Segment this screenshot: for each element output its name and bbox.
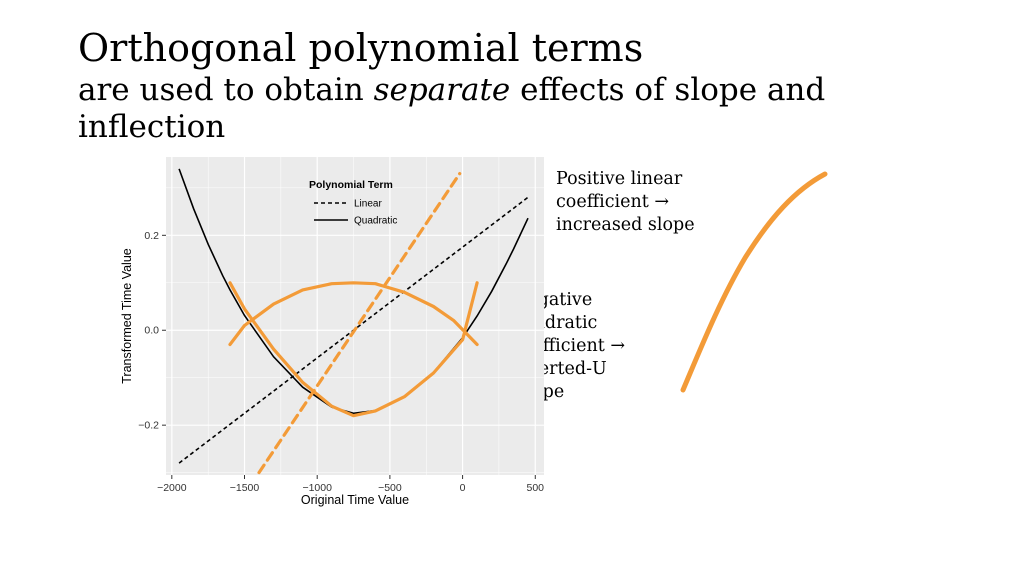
legend: Polynomial Term Linear Quadratic bbox=[309, 179, 397, 227]
legend-label-linear: Linear bbox=[354, 199, 382, 210]
concave-curve-sketch bbox=[680, 171, 828, 393]
slide-title: Orthogonal polynomial terms bbox=[78, 26, 644, 70]
x-tick-label: 0 bbox=[460, 482, 466, 494]
series-layer bbox=[178, 168, 529, 475]
overlay-line-1 bbox=[257, 172, 462, 475]
overlay-line-2 bbox=[228, 281, 479, 418]
series-quadratic-line bbox=[178, 168, 529, 415]
overlay-line-3 bbox=[228, 281, 479, 347]
subtitle-text-end: effects of slope and inflection bbox=[78, 72, 826, 145]
plot-panel bbox=[166, 157, 544, 475]
y-tick-label: 0.2 bbox=[144, 230, 159, 242]
x-tick-label: −1500 bbox=[230, 482, 260, 494]
subtitle-text-start: are used to obtain bbox=[78, 72, 374, 108]
legend-title: Polynomial Term bbox=[309, 179, 393, 191]
x-tick-label: −500 bbox=[378, 482, 402, 494]
y-tick-label: 0.0 bbox=[144, 325, 159, 337]
x-tick-label: −2000 bbox=[157, 482, 187, 494]
legend-label-quadratic: Quadratic bbox=[354, 216, 397, 227]
y-tick-label: −0.2 bbox=[138, 420, 159, 432]
positive-linear-note: Positive linear coefficient → increased … bbox=[556, 169, 695, 235]
y-axis-label: Transformed Time Value bbox=[120, 248, 134, 384]
subtitle-emphasis: separate bbox=[373, 72, 511, 108]
axes: −2000 −1500 −1000 −500 0 500 −0.2 0.0 0.2 Origina… bbox=[120, 230, 544, 507]
x-tick-label: 500 bbox=[527, 482, 545, 494]
x-axis-label: Original Time Value bbox=[301, 493, 409, 507]
slide-subtitle: are used to obtain separate effects of s… bbox=[78, 72, 878, 146]
x-tick-label: −1000 bbox=[302, 482, 332, 494]
